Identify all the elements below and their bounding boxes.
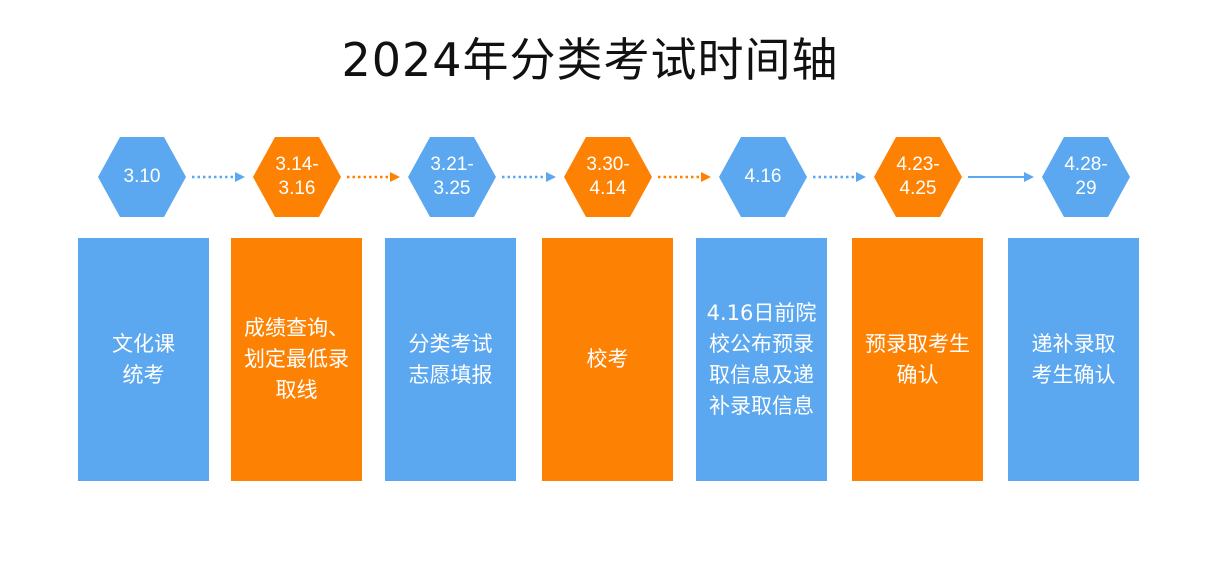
step-card-4: 校考 xyxy=(542,238,673,481)
date-label: 3.10 xyxy=(123,166,161,187)
date-hexagon-5: 4.16 xyxy=(719,137,807,217)
arrowhead-icon xyxy=(856,172,866,182)
connector-arrow-4 xyxy=(658,172,711,182)
step-card-6: 预录取考生 确认 xyxy=(852,238,983,481)
step-description: 4.16日前院 校公布预录 取信息及递 补录取信息 xyxy=(706,300,817,418)
date-label: 3.30- 4.14 xyxy=(586,154,630,199)
date-label: 3.14- 3.16 xyxy=(275,154,319,199)
date-label: 4.28- 29 xyxy=(1064,154,1108,199)
step-card-5: 4.16日前院 校公布预录 取信息及递 补录取信息 xyxy=(696,238,827,481)
step-description: 预录取考生 确认 xyxy=(865,331,970,387)
page-title: 2024年分类考试时间轴 xyxy=(341,33,839,87)
date-label: 4.16 xyxy=(744,166,782,187)
step-description: 校考 xyxy=(586,347,629,371)
connector-arrow-1 xyxy=(192,172,245,182)
date-hexagon-4: 3.30- 4.14 xyxy=(564,137,652,217)
step-card-2: 成绩查询、 划定最低录 取线 xyxy=(231,238,362,481)
step-description: 分类考试 志愿填报 xyxy=(408,331,493,387)
step-card-3: 分类考试 志愿填报 xyxy=(385,238,516,481)
step-card-7: 递补录取 考生确认 xyxy=(1008,238,1139,481)
step-description: 文化课 统考 xyxy=(112,331,175,387)
connector-arrow-3 xyxy=(502,172,556,182)
date-label: 3.21- 3.25 xyxy=(430,154,474,199)
date-hexagon-6: 4.23- 4.25 xyxy=(874,137,962,217)
step-description: 递补录取 考生确认 xyxy=(1031,331,1116,387)
connector-arrow-6 xyxy=(968,172,1034,182)
date-label: 4.23- 4.25 xyxy=(896,154,940,199)
step-description: 成绩查询、 划定最低录 取线 xyxy=(244,316,349,402)
arrowhead-icon xyxy=(390,172,400,182)
step-card-1: 文化课 统考 xyxy=(78,238,209,481)
arrowhead-icon xyxy=(235,172,245,182)
connector-arrow-5 xyxy=(813,172,866,182)
arrowhead-icon xyxy=(701,172,711,182)
arrowhead-icon xyxy=(546,172,556,182)
connector-arrow-2 xyxy=(347,172,400,182)
arrowhead-icon xyxy=(1024,172,1034,182)
